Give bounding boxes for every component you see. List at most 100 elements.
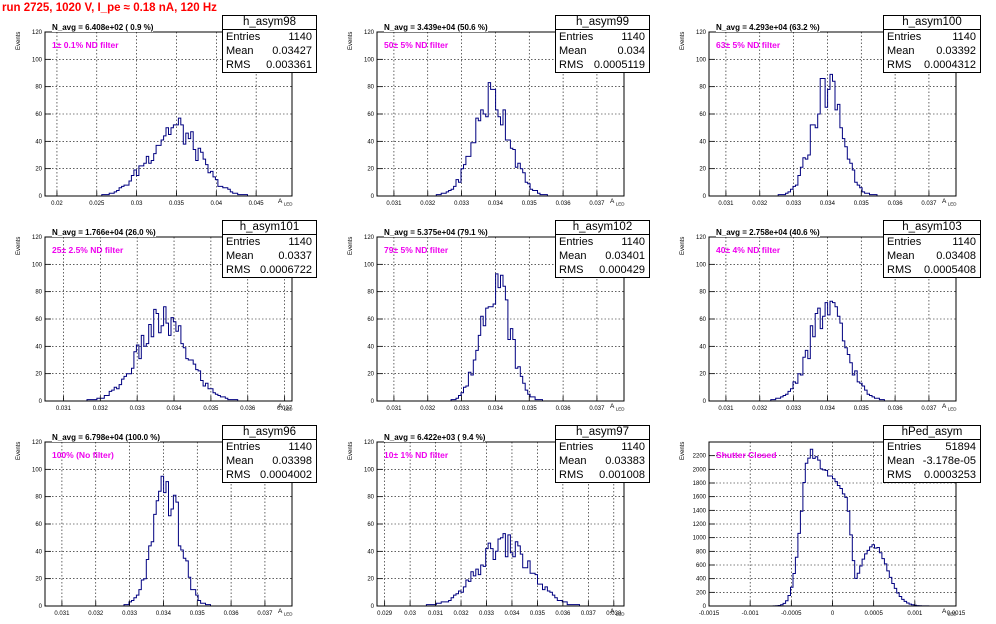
histogram-plot: 0 20 40 60 80 100 120 0.031 0.032 0.033 0.034 0.035… xyxy=(32,235,293,412)
y-tick-label: 100 xyxy=(696,262,707,268)
x-tick-label: 0.045 xyxy=(249,201,265,207)
stats-label: RMS xyxy=(226,264,251,276)
x-tick-label: 0.032 xyxy=(752,406,768,412)
histogram-pad-hPed_asym: 0 200 400 600 800 1000 1200 1400 1600 1800 2000 220… xyxy=(666,424,994,624)
y-axis-label: Events xyxy=(16,441,22,460)
stats-label: RMS xyxy=(559,469,584,481)
x-tick-label: 0.03 xyxy=(131,201,143,207)
stats-value: 1140 xyxy=(621,441,645,453)
y-tick-label: 200 xyxy=(696,590,707,596)
stats-label: RMS xyxy=(887,264,912,276)
stats-label: Mean xyxy=(559,45,587,57)
x-tick-label: 0.037 xyxy=(589,201,605,207)
stats-row-mean: Mean 0.0337 xyxy=(223,249,316,263)
stats-value: 0.0006722 xyxy=(260,264,312,276)
x-tick-label: 0.036 xyxy=(888,406,904,412)
x-tick-label: 0.034 xyxy=(488,406,504,412)
stats-row-mean: Mean 0.03427 xyxy=(223,44,316,58)
y-tick-label: 100 xyxy=(32,57,43,63)
stats-row-rms: RMS 0.000429 xyxy=(556,263,649,277)
filter-annotation: 79± 5% ND filter xyxy=(384,245,449,255)
stats-label: Mean xyxy=(559,455,587,467)
x-tick-label: 0.032 xyxy=(420,201,436,207)
x-tick-label: 0.035 xyxy=(854,201,870,207)
x-axis-label: A LED xyxy=(278,198,293,207)
x-tick-label: 0.035 xyxy=(169,201,185,207)
y-tick-label: 40 xyxy=(699,344,706,350)
x-tick-label: 0.031 xyxy=(428,611,444,617)
x-tick-label: 0.037 xyxy=(581,611,597,617)
navg-annotation: N_avg = 5.375e+04 (79.1 %) xyxy=(384,228,488,237)
histogram-name: h_asym97 xyxy=(556,426,649,440)
filter-annotation: Shutter Closed xyxy=(716,450,777,460)
stats-value: 0.001008 xyxy=(599,469,645,481)
stats-box: h_asym103 Entries 1140 Mean 0.03408 RMS 0.0005… xyxy=(883,220,981,278)
histogram-line xyxy=(377,273,624,402)
x-tick-label: 0.033 xyxy=(122,611,138,617)
y-axis-label: Events xyxy=(16,236,22,255)
stats-value: 0.0005408 xyxy=(924,264,976,276)
y-tick-label: 100 xyxy=(696,57,707,63)
x-tick-label: 0.034 xyxy=(167,406,183,412)
y-tick-label: 40 xyxy=(367,139,374,145)
x-tick-label: 0.04 xyxy=(210,201,222,207)
navg-annotation: N_avg = 6.798e+04 (100.0 %) xyxy=(52,433,161,442)
histogram-pad-h_asym97: 0 20 40 60 80 100 120 0.029 0.03 0.031 0.032 0.033 0… xyxy=(334,424,662,624)
y-tick-label: 80 xyxy=(367,85,374,91)
histogram-line xyxy=(377,82,624,197)
stats-value: 0.03401 xyxy=(605,250,645,262)
stats-box: h_asym97 Entries 1140 Mean 0.03383 RMS 0.00100… xyxy=(555,425,650,483)
navg-annotation: N_avg = 6.422e+03 ( 9.4 %) xyxy=(384,433,486,442)
y-tick-label: 400 xyxy=(696,577,707,583)
y-tick-label: 1800 xyxy=(693,481,707,487)
y-tick-label: 20 xyxy=(699,372,706,378)
stats-row-entries: Entries 1140 xyxy=(223,440,316,454)
x-tick-label: 0.036 xyxy=(555,611,571,617)
histogram-name: h_asym101 xyxy=(223,221,316,235)
stats-label: Mean xyxy=(226,455,254,467)
y-tick-label: 80 xyxy=(35,495,42,501)
y-tick-label: 80 xyxy=(699,85,706,91)
stats-label: Mean xyxy=(226,250,254,262)
y-tick-label: 2200 xyxy=(693,454,707,460)
y-axis-label: Events xyxy=(348,441,354,460)
histogram-plot: 0 20 40 60 80 100 120 0.02 0.025 0.03 0.035 0.04 0.0… xyxy=(32,30,293,207)
y-tick-label: 100 xyxy=(32,467,43,473)
stats-value: 0.03408 xyxy=(936,250,976,262)
x-tick-label: 0.031 xyxy=(718,406,734,412)
y-tick-label: 60 xyxy=(35,317,42,323)
x-tick-label: 0.035 xyxy=(530,611,546,617)
stats-value: 1140 xyxy=(952,31,976,43)
stats-value: 1140 xyxy=(621,31,645,43)
x-tick-label: 0.036 xyxy=(888,201,904,207)
x-tick-label: 0.031 xyxy=(386,406,402,412)
stats-row-rms: RMS 0.0004312 xyxy=(884,58,980,72)
navg-annotation: N_avg = 6.408e+02 ( 0.9 %) xyxy=(52,23,154,32)
x-tick-label: 0.035 xyxy=(854,406,870,412)
histogram-name: hPed_asym xyxy=(884,426,980,440)
x-tick-label: 0.037 xyxy=(277,406,293,412)
stats-label: Entries xyxy=(226,31,261,43)
histogram-line xyxy=(709,73,956,197)
stats-row-mean: Mean 0.03408 xyxy=(884,249,980,263)
navg-annotation: N_avg = 4.293e+04 (63.2 %) xyxy=(716,23,820,32)
x-tick-label: 0.031 xyxy=(54,611,70,617)
stats-label: Entries xyxy=(559,31,594,43)
x-tick-label: 0.033 xyxy=(479,611,495,617)
stats-row-rms: RMS 0.0005119 xyxy=(556,58,649,72)
histogram-pad-h_asym103: 0 20 40 60 80 100 120 0.031 0.032 0.033 0.034 0.035… xyxy=(666,219,994,419)
stats-row-rms: RMS 0.0004002 xyxy=(223,468,316,482)
stats-box: h_asym101 Entries 1140 Mean 0.0337 RMS 0.00067… xyxy=(222,220,317,278)
stats-row-entries: Entries 1140 xyxy=(884,235,980,249)
y-tick-label: 60 xyxy=(699,112,706,118)
y-tick-label: 0 xyxy=(39,604,43,610)
stats-row-mean: Mean 0.03392 xyxy=(884,44,980,58)
stats-row-entries: Entries 1140 xyxy=(223,30,316,44)
filter-annotation: 40± 4% ND filter xyxy=(716,245,781,255)
stats-label: Mean xyxy=(887,250,915,262)
stats-label: RMS xyxy=(887,469,912,481)
y-tick-label: 60 xyxy=(699,317,706,323)
stats-label: Mean xyxy=(559,250,587,262)
stats-value: -3.178e-05 xyxy=(922,455,976,467)
stats-row-entries: Entries 1140 xyxy=(556,235,649,249)
